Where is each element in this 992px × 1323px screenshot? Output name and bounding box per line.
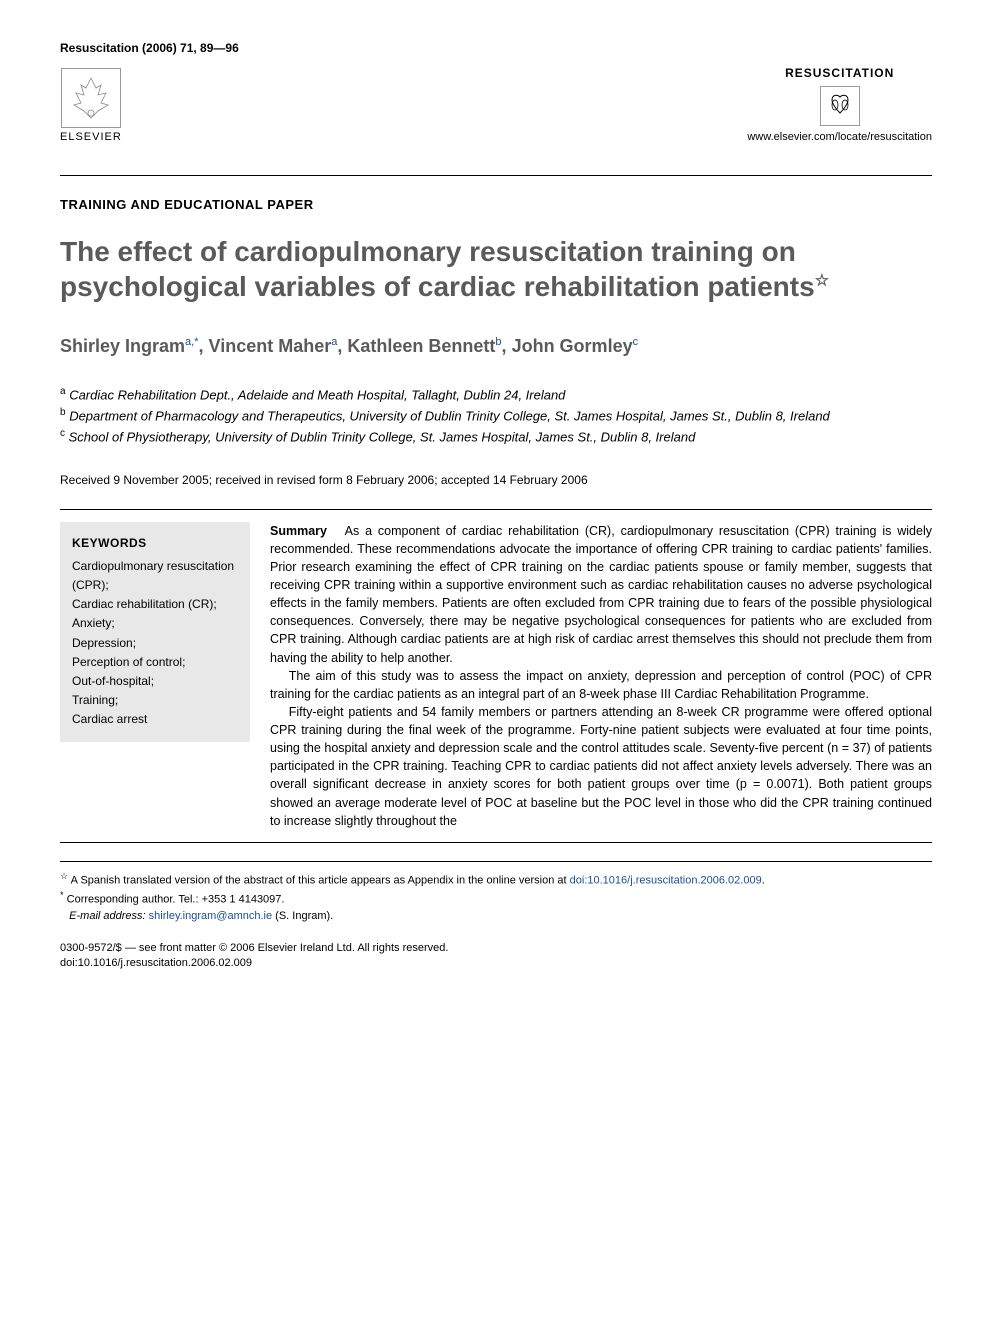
footnotes: ☆ A Spanish translated version of the ab… <box>60 861 932 925</box>
keyword-item: Anxiety; <box>72 614 238 633</box>
journal-reference: Resuscitation (2006) 71, 89—96 <box>60 40 239 57</box>
keywords-heading: KEYWORDS <box>72 534 238 553</box>
article-dates: Received 9 November 2005; received in re… <box>60 472 932 489</box>
keyword-item: Perception of control; <box>72 653 238 672</box>
section-label: TRAINING AND EDUCATIONAL PAPER <box>60 196 932 214</box>
authors-list: Shirley Ingrama,*, Vincent Mahera, Kathl… <box>60 334 932 359</box>
journal-logo-title: RESUSCITATION <box>785 65 894 82</box>
keyword-item: Cardiac rehabilitation (CR); <box>72 595 238 614</box>
footnote-email: E-mail address: shirley.ingram@amnch.ie … <box>60 908 932 925</box>
affiliation: c School of Physiotherapy, University of… <box>60 426 932 447</box>
keyword-item: Depression; <box>72 634 238 653</box>
email-link[interactable]: shirley.ingram@amnch.ie <box>149 910 272 922</box>
summary-label: Summary <box>270 524 327 538</box>
header-divider <box>60 175 932 176</box>
author: Kathleen Bennettb <box>347 336 501 356</box>
elsevier-tree-icon <box>61 68 121 128</box>
publisher-name: ELSEVIER <box>60 130 122 145</box>
journal-logo: RESUSCITATION www.elsevier.com/locate/re… <box>747 65 932 145</box>
summary-paragraph: The aim of this study was to assess the … <box>270 667 932 703</box>
author: Vincent Mahera <box>209 336 338 356</box>
doi-link[interactable]: doi:10.1016/j.resuscitation.2006.02.009 <box>570 874 762 886</box>
summary-paragraph: Fifty-eight patients and 54 family membe… <box>270 703 932 830</box>
keyword-item: Training; <box>72 691 238 710</box>
affiliation: a Cardiac Rehabilitation Dept., Adelaide… <box>60 384 932 405</box>
affiliation: b Department of Pharmacology and Therape… <box>60 405 932 426</box>
article-title: The effect of cardiopulmonary resuscitat… <box>60 234 932 304</box>
keyword-item: Cardiac arrest <box>72 710 238 729</box>
keyword-item: Cardiopulmonary resuscitation (CPR); <box>72 557 238 595</box>
doi-line: doi:10.1016/j.resuscitation.2006.02.009 <box>60 956 932 971</box>
affiliations: a Cardiac Rehabilitation Dept., Adelaide… <box>60 384 932 446</box>
summary-abstract: Summary As a component of cardiac rehabi… <box>270 522 932 830</box>
copyright-line: 0300-9572/$ — see front matter © 2006 El… <box>60 941 932 956</box>
keywords-box: KEYWORDS Cardiopulmonary resuscitation (… <box>60 522 250 742</box>
heart-lungs-icon <box>820 86 860 126</box>
footnote-corresponding: * Corresponding author. Tel.: +353 1 414… <box>60 889 932 908</box>
title-text: The effect of cardiopulmonary resuscitat… <box>60 236 815 302</box>
author: John Gormleyc <box>512 336 639 356</box>
summary-paragraph: Summary As a component of cardiac rehabi… <box>270 522 932 667</box>
publisher-logo: ELSEVIER <box>60 68 122 145</box>
author: Shirley Ingrama,* <box>60 336 199 356</box>
title-star: ☆ <box>815 273 829 290</box>
keyword-item: Out-of-hospital; <box>72 672 238 691</box>
footnote-star: ☆ A Spanish translated version of the ab… <box>60 870 932 889</box>
copyright-doi: 0300-9572/$ — see front matter © 2006 El… <box>60 941 932 972</box>
journal-url[interactable]: www.elsevier.com/locate/resuscitation <box>747 130 932 145</box>
